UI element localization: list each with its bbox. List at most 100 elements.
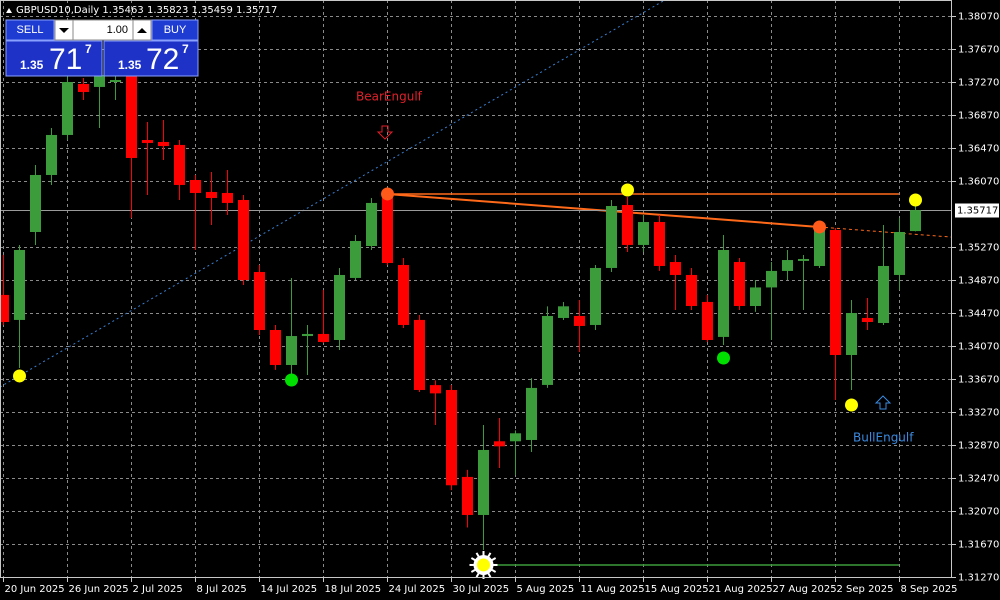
y-tick-label: 1.36070 bbox=[958, 177, 999, 188]
y-tick-label: 1.33670 bbox=[958, 375, 999, 386]
y-tick-label: 1.33270 bbox=[958, 408, 999, 419]
candle-body bbox=[94, 74, 105, 87]
x-tick-label: 14 Jul 2025 bbox=[261, 584, 318, 595]
ask-big: 1.35 bbox=[118, 58, 142, 72]
y-tick-label: 1.31670 bbox=[958, 540, 999, 551]
y-tick-label: 1.37670 bbox=[958, 45, 999, 56]
x-tick-label: 5 Aug 2025 bbox=[517, 584, 575, 595]
candle-body bbox=[222, 192, 233, 203]
y-tick-label: 1.31270 bbox=[958, 573, 999, 584]
x-tick-label: 15 Aug 2025 bbox=[645, 584, 709, 595]
candle-body bbox=[686, 274, 697, 306]
y-tick-label: 1.38070 bbox=[958, 12, 999, 23]
candle-body bbox=[142, 140, 153, 143]
bear-engulf-label: BearEngulf bbox=[356, 90, 423, 104]
marker bbox=[813, 220, 826, 234]
y-tick-label: 1.36870 bbox=[958, 111, 999, 122]
plot-area bbox=[0, 0, 953, 579]
buy-button[interactable] bbox=[151, 19, 199, 41]
candle-body bbox=[286, 336, 297, 365]
y-tick-label: 1.36470 bbox=[958, 144, 999, 155]
x-tick-label: 11 Aug 2025 bbox=[581, 584, 645, 595]
x-tick-label: 21 Aug 2025 bbox=[709, 584, 773, 595]
candle-body bbox=[62, 82, 73, 135]
candle-body bbox=[862, 317, 873, 323]
candle-body bbox=[638, 222, 649, 245]
marker bbox=[381, 187, 394, 201]
sell-label: SELL bbox=[17, 24, 44, 36]
candle-body bbox=[46, 134, 57, 175]
candle-body bbox=[734, 262, 745, 306]
candle-body bbox=[206, 191, 217, 199]
bull-engulf-label: BullEngulf bbox=[853, 431, 914, 445]
bid-box[interactable] bbox=[5, 40, 103, 77]
candle-body bbox=[334, 274, 345, 340]
candle-body bbox=[382, 192, 393, 264]
candle-body bbox=[366, 202, 377, 247]
y-tick-label: 1.34870 bbox=[958, 276, 999, 287]
up-arrow bbox=[874, 395, 892, 410]
candle-body bbox=[190, 180, 201, 193]
trend-line bbox=[0, 0, 666, 388]
candle-body bbox=[526, 387, 537, 440]
trend-extension bbox=[818, 226, 953, 238]
x-tick-label: 27 Aug 2025 bbox=[773, 584, 837, 595]
candle-body bbox=[894, 231, 905, 275]
candle-body bbox=[78, 83, 89, 92]
x-tick-label: 24 Jul 2025 bbox=[389, 584, 446, 595]
x-tick-label: 30 Jul 2025 bbox=[453, 584, 510, 595]
y-tick-label: 1.32470 bbox=[958, 474, 999, 485]
x-tick-label: 18 Jul 2025 bbox=[325, 584, 382, 595]
ohlc-high: 1.35823 bbox=[147, 5, 188, 16]
current-price-box bbox=[955, 203, 999, 218]
marker bbox=[909, 193, 922, 207]
candle-body bbox=[558, 306, 569, 318]
candle-body bbox=[798, 258, 809, 261]
collapse-icon[interactable] bbox=[6, 8, 12, 13]
buy-label: BUY bbox=[164, 24, 187, 36]
ohlc-close: 1.35717 bbox=[236, 5, 277, 16]
candle-body bbox=[174, 144, 185, 185]
marker bbox=[845, 398, 858, 412]
x-tick-label: 2 Sep 2025 bbox=[837, 584, 894, 595]
y-tick-label: 1.34470 bbox=[958, 309, 999, 320]
candle-body bbox=[830, 230, 841, 356]
candle-body bbox=[590, 267, 601, 325]
candle-body bbox=[110, 80, 121, 83]
bid-big: 1.35 bbox=[20, 58, 44, 72]
candle-body bbox=[494, 441, 505, 447]
down-arrow bbox=[376, 125, 394, 140]
candle-body bbox=[654, 222, 665, 266]
candle-body bbox=[238, 199, 249, 281]
ohlc-low: 1.35459 bbox=[192, 5, 233, 16]
candle-body bbox=[0, 294, 9, 323]
x-tick-label: 2 Jul 2025 bbox=[133, 584, 183, 595]
candle-body bbox=[302, 333, 313, 337]
candle-body bbox=[702, 301, 713, 340]
y-tick-label: 1.35270 bbox=[958, 243, 999, 254]
candle-body bbox=[814, 230, 825, 266]
x-tick-label: 8 Sep 2025 bbox=[901, 584, 958, 595]
candle-body bbox=[750, 287, 761, 306]
candle-body bbox=[622, 205, 633, 245]
ask-box[interactable] bbox=[103, 40, 199, 77]
y-tick-label: 1.34070 bbox=[958, 342, 999, 353]
candle-body bbox=[446, 389, 457, 486]
bid-pips: 71 bbox=[49, 43, 82, 76]
trade-panel: SELL 1.00 BUY 1.35 71 7 1.35 72 7 bbox=[5, 19, 199, 77]
marker bbox=[13, 369, 26, 383]
y-tick-label: 1.37270 bbox=[958, 78, 999, 89]
y-tick-label: 1.32070 bbox=[958, 507, 999, 518]
sell-button[interactable] bbox=[5, 19, 55, 41]
candle-body bbox=[126, 69, 137, 158]
candle-body bbox=[766, 270, 777, 288]
candle-body bbox=[430, 385, 441, 394]
marker bbox=[285, 373, 298, 387]
marker bbox=[621, 183, 634, 197]
ohlc-open: 1.35463 bbox=[102, 5, 143, 16]
ask-pips: 72 bbox=[146, 43, 179, 76]
lot-value: 1.00 bbox=[107, 24, 128, 36]
